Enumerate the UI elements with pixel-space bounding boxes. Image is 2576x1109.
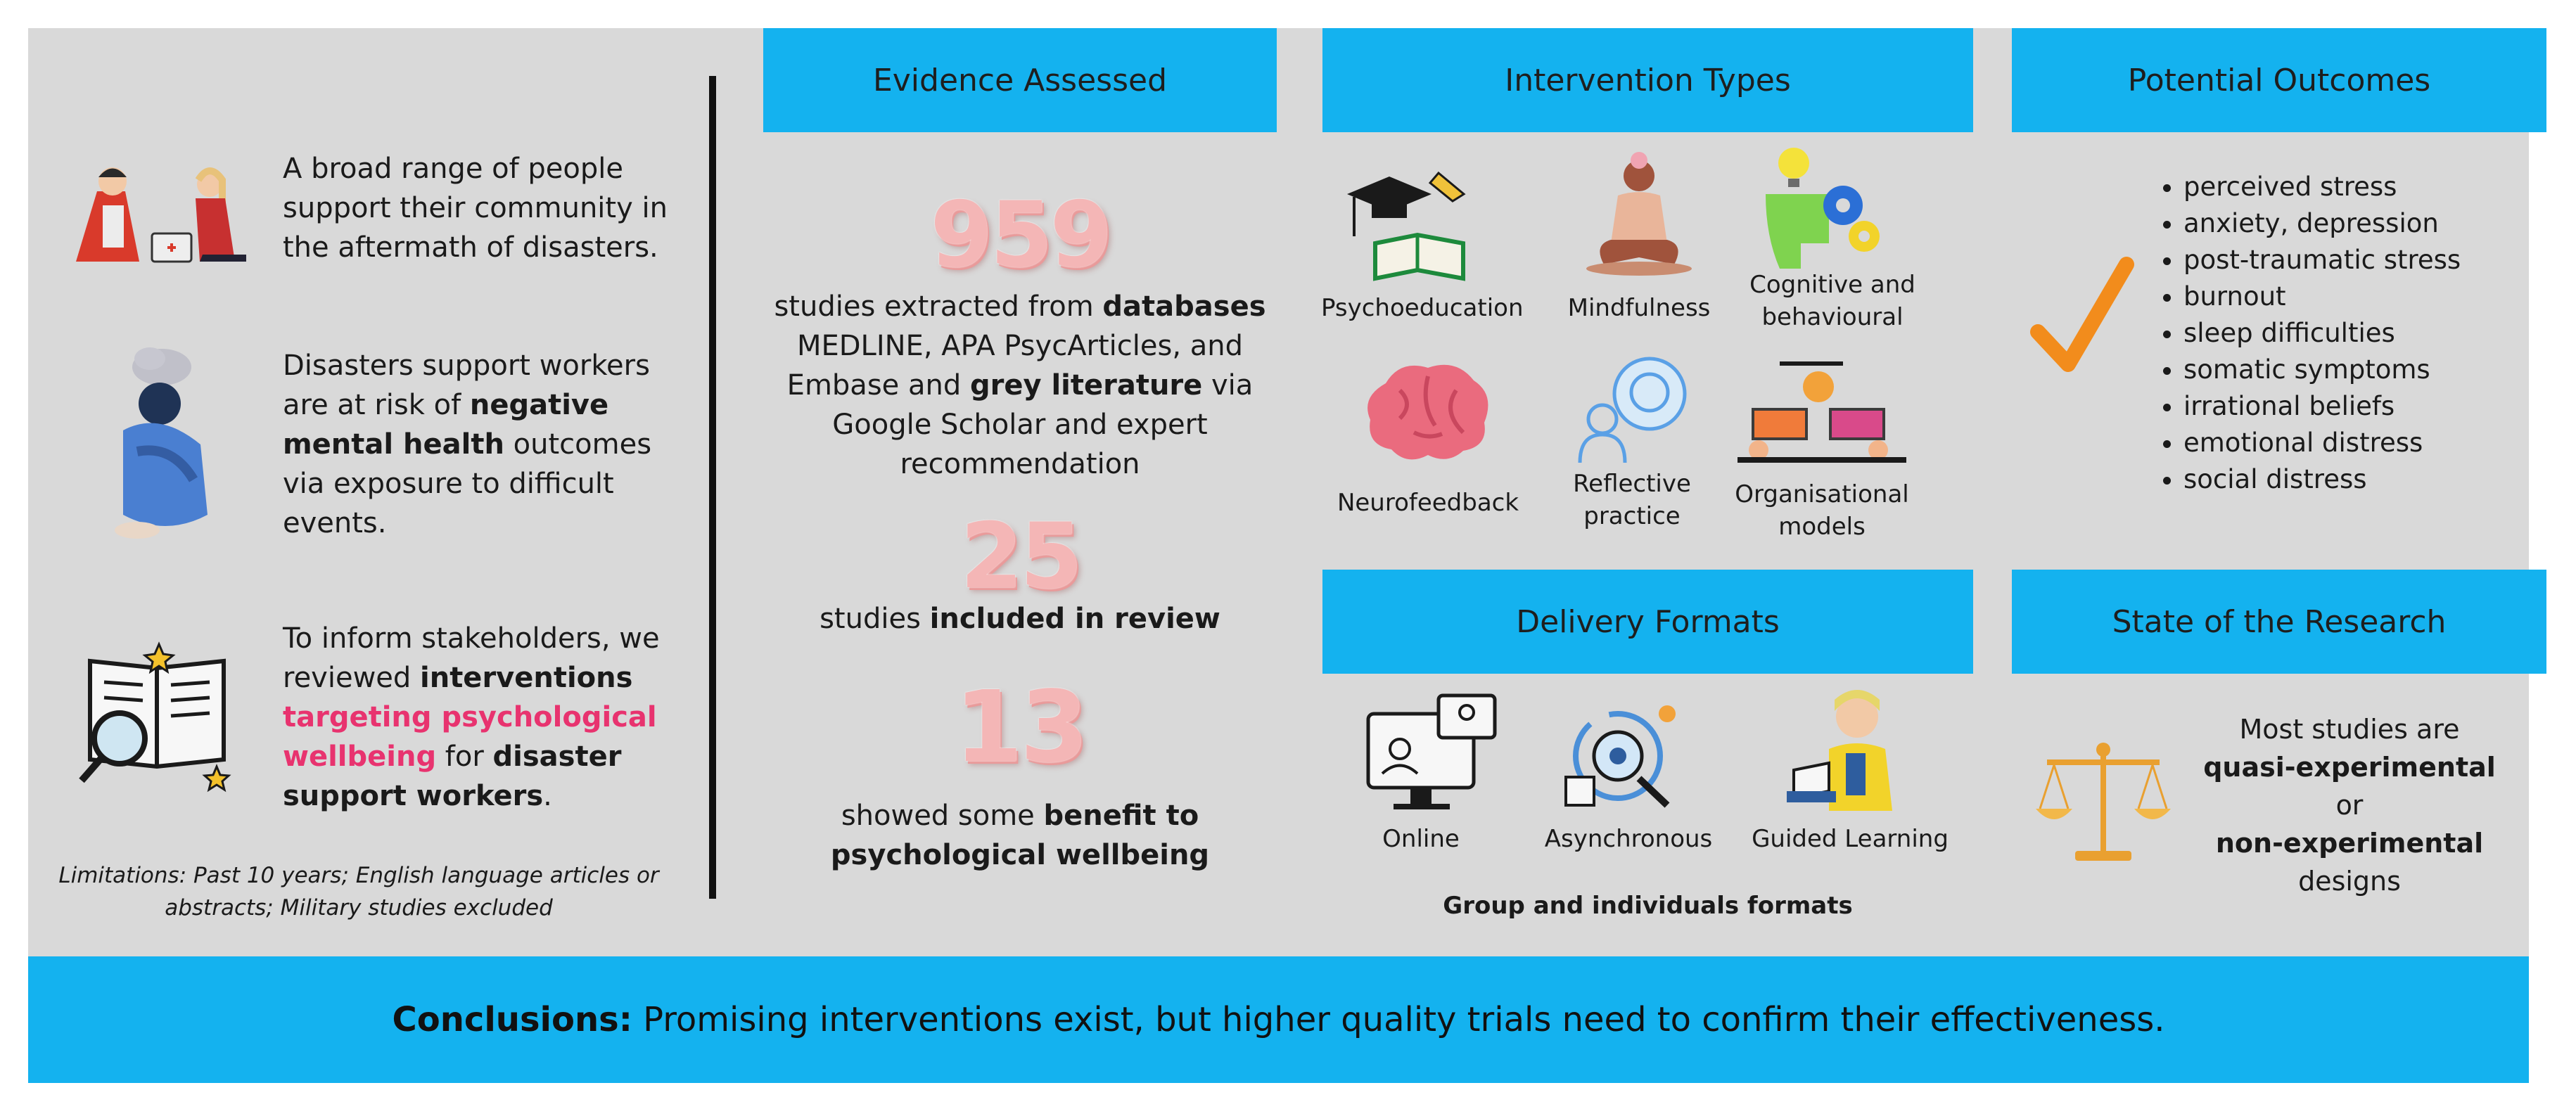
extracted-text-mid: MEDLINE, APA PsycArticles, and Embase an… (786, 330, 1244, 402)
research-line2: designs (2298, 866, 2401, 897)
included-text-pre: studies (820, 603, 930, 635)
extracted-text-pre: studies extracted from (774, 290, 1103, 323)
label-mindfulness: Mindfulness (1567, 294, 1711, 322)
intro-text: A broad range of people support their co… (283, 153, 668, 264)
outcomes-list: perceived stress anxiety, depression pos… (2154, 169, 2461, 498)
brain-icon (1367, 364, 1488, 460)
review-text-workers: disaster support workers (283, 741, 622, 812)
label-cognitive: Cognitive and behavioural (1749, 271, 1915, 331)
review-text-interventions: interventions (420, 662, 633, 694)
included-text: studies included in review (763, 599, 1277, 639)
helpers-icon (76, 167, 246, 263)
outcome-item: perceived stress (2183, 169, 2461, 205)
included-text-bold: included in review (929, 603, 1220, 635)
outcome-item: somatic symptoms (2183, 352, 2461, 388)
benefit-text-pre: showed some (841, 800, 1044, 832)
outcome-item: post-traumatic stress (2183, 242, 2461, 278)
outcome-item: irrational beliefs (2183, 388, 2461, 425)
research-header: State of the Research (2012, 570, 2546, 674)
review-text-mid: for (436, 741, 493, 773)
scales-icon (2036, 743, 2171, 861)
label-guided-learning: Guided Learning (1752, 825, 1949, 853)
outcome-item: sleep difficulties (2183, 315, 2461, 352)
evidence-header: Evidence Assessed (763, 28, 1277, 132)
reflective-person-icon (1578, 357, 1687, 463)
distressed-person-icon (115, 347, 208, 539)
infographic-panel (28, 28, 2529, 956)
label-online: Online (1382, 825, 1460, 853)
benefit-text-bold: benefit to psychological wellbeing (830, 800, 1210, 871)
graduation-book-icon (1347, 171, 1466, 281)
meditation-icon (1586, 152, 1692, 276)
book-magnifier-icon (79, 641, 231, 793)
extracted-text: studies extracted from databases MEDLINE… (763, 287, 1277, 484)
checkmark-icon (2030, 257, 2134, 372)
outcome-item: social distress (2183, 461, 2461, 498)
risk-text-bold: negative mental health (283, 389, 609, 461)
benefit-count: 13 (954, 670, 1089, 785)
limitations-note: Limitations: Past 10 years; English lang… (58, 863, 659, 921)
review-text-highlight: targeting psychological wellbeing (283, 701, 657, 773)
label-organisational: Organisational models (1735, 480, 1909, 541)
vertical-divider (709, 76, 716, 899)
outcome-item: anxiety, depression (2183, 205, 2461, 242)
extracted-text-databases: databases (1102, 290, 1266, 323)
interventions-header: Intervention Types (1322, 28, 1973, 132)
label-psychoeducation: Psychoeducation (1321, 294, 1524, 322)
asynchronous-icon (1564, 705, 1676, 808)
outcome-item: emotional distress (2183, 425, 2461, 461)
review-text-post: . (543, 780, 552, 812)
research-quasi: quasi-experimental (2203, 752, 2496, 783)
conclusion-banner: Conclusions: Promising interventions exi… (28, 956, 2529, 1083)
risk-text-pre: Disasters support workers are at risk of (283, 350, 650, 421)
benefit-text: showed some benefit to psychological wel… (809, 796, 1231, 875)
conclusion-text: Promising interventions exist, but highe… (632, 1000, 2165, 1039)
risk-text-post: outcomes via exposure to difficult event… (283, 428, 652, 539)
label-reflective: Reflective practice (1573, 470, 1691, 530)
studies-extracted-count: 959 (930, 183, 1112, 288)
office-team-icon (1737, 361, 1906, 463)
research-text: Most studies are quasi-experimental or n… (2188, 710, 2511, 900)
label-neurofeedback: Neurofeedback (1337, 489, 1519, 517)
guided-learning-icon (1787, 690, 1892, 811)
research-or: or (2335, 790, 2364, 821)
research-line1: Most studies are (2239, 714, 2460, 745)
label-asynchronous: Asynchronous (1544, 825, 1713, 853)
delivery-header: Delivery Formats (1322, 570, 1973, 674)
head-gears-icon (1766, 148, 1880, 269)
conclusion-label: Conclusions: (392, 1000, 632, 1039)
outcomes-header: Potential Outcomes (2012, 28, 2546, 132)
review-text: To inform stakeholders, we reviewed inte… (283, 619, 677, 816)
research-non-experimental: non-experimental (2215, 828, 2484, 859)
extracted-text-grey: grey literature (969, 369, 1203, 402)
delivery-note: Group and individuals formats (1443, 892, 1853, 920)
outcome-item: burnout (2183, 278, 2461, 315)
extracted-text-post: via Google Scholar and expert recommenda… (832, 369, 1254, 480)
online-screen-icon (1366, 693, 1497, 809)
review-text-pre: To inform stakeholders, we reviewed (283, 622, 660, 694)
risk-text: Disasters support workers are at risk of… (283, 346, 677, 543)
included-count: 25 (959, 504, 1083, 609)
